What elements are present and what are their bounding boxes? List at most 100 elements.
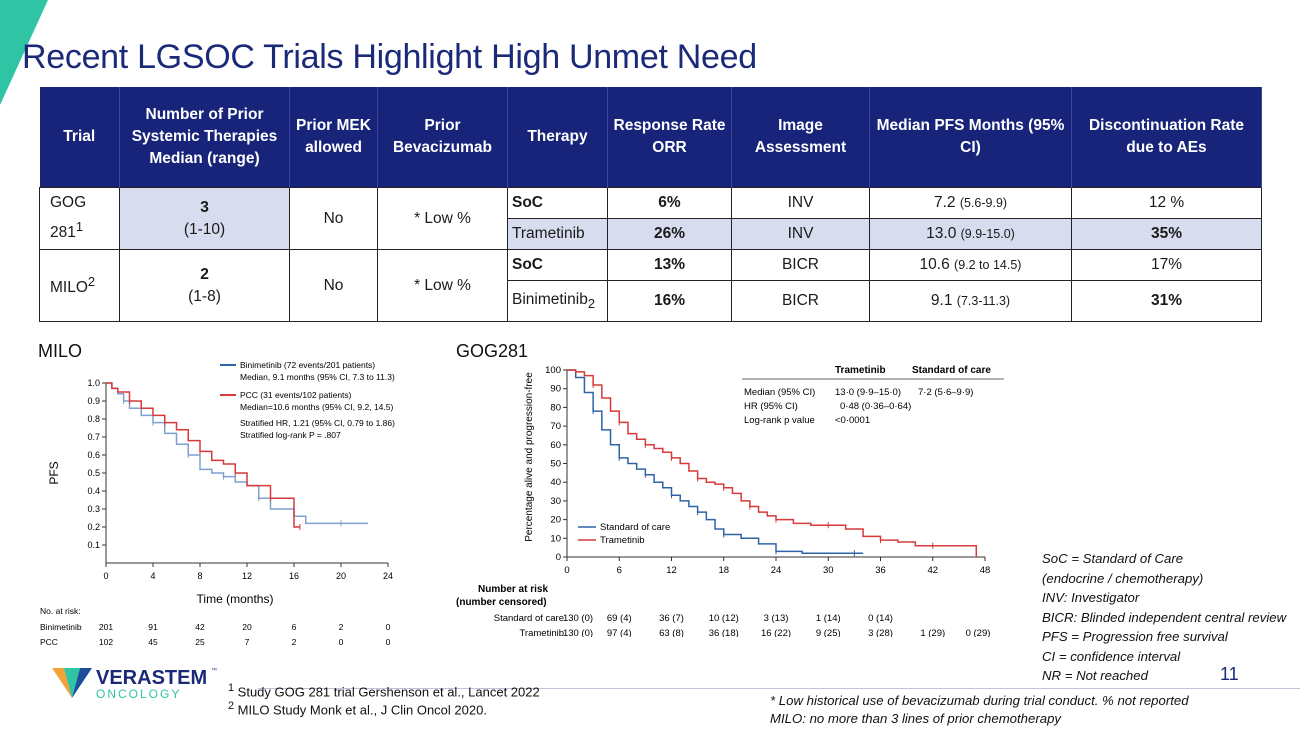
risk-value: 130 (0) [563,628,593,637]
footer-rule [258,688,1300,689]
pfs-cell: 7.2 (5.6-9.9) [869,187,1072,219]
header-cell: Response Rate ORR [607,87,732,188]
trial-name-cell: MILO2 [39,249,120,322]
x-tick-label: 12 [666,565,677,576]
risk-value: 0 [386,637,391,647]
gog-legend-tram: Trametinib [600,535,645,546]
footnote-number: 1 [228,682,235,694]
milo-risk-title: No. at risk: [40,606,81,616]
y-tick-label: 0.4 [87,486,100,496]
table-header-row: Trial Number of Prior Systemic Therapies… [39,87,1262,188]
risk-value: 10 (12) [709,613,739,624]
disc-cell: 31% [1071,280,1262,322]
risk-value: 3 (28) [868,628,893,637]
x-tick-label: 6 [617,565,622,576]
risk-value: 0 (14) [868,613,893,624]
y-tick-label: 20 [550,515,561,526]
risk-value: 97 (4) [607,628,632,637]
footnote-1: 1 Study GOG 281 trial Gershenson et al.,… [228,682,540,699]
gog-risk-title: (number censored) [456,597,547,608]
milo-km-chart: PFS Time (months) 0 4 8 12 16 20 240.10.20.30.… [40,360,395,647]
prior-bev-cell: * Low % [377,249,508,322]
therapy-cell: Binimetinib2 [507,280,608,322]
gog-stats-tram: 13·0 (9·9–15·0) [835,387,901,398]
pfs-value: 7.2 [933,194,956,211]
y-tick-label: 30 [550,496,561,507]
risk-value: 2 [339,622,344,632]
prior-range: (1-10) [183,220,226,238]
milo-x-label: Time (months) [197,592,274,606]
x-tick-label: 42 [927,565,938,576]
gog-stats-tram: <0·0001 [835,415,870,426]
risk-value: 201 [99,622,113,632]
x-tick-label: 20 [336,571,346,581]
pfs-value: 10.6 [919,256,950,273]
risk-value: 36 (18) [709,628,739,637]
therapy-cell: SoC [507,187,608,219]
risk-value: 102 [99,637,113,647]
prior-range: (1-8) [188,287,221,305]
trial-footnote-ref: 2 [87,274,96,290]
gog-stats-label: Median (95% CI) [744,387,815,398]
x-tick-label: 36 [875,565,886,576]
therapy-cell: SoC [507,249,608,281]
prior-median: 3 [200,198,209,216]
km-curve-pcc [106,382,300,528]
legend-line: (endocrine / chemotherapy) [1042,570,1204,586]
prior-bev-cell: * Low % [377,187,508,250]
table-row: GOG 2811 3 (1-10) No * Low % SoC 6% INV … [39,187,1262,250]
x-tick-label: 24 [771,565,782,576]
milo-legend-1-line2: Median, 9.1 months (95% CI, 7.3 to 11.3) [240,372,395,382]
x-tick-label: 0 [103,571,108,581]
footnote-text: MILO Study Monk et al., J Clin Oncol 202… [237,702,487,718]
pfs-cell: 13.0 (9.9-15.0) [869,218,1072,250]
gog-stats-tram: 0·48 (0·36–0·64) [840,401,911,412]
y-tick-label: 0.2 [87,522,100,532]
risk-value: 0 (29) [966,628,991,637]
x-tick-label: 18 [718,565,729,576]
risk-value: 0 [386,622,391,632]
gog-y-label: Percentage alive and progression-free [524,372,535,542]
y-tick-label: 0.6 [87,450,100,460]
y-tick-label: 0.3 [87,504,100,514]
legend-line: CI = confidence interval [1042,648,1181,664]
risk-value: 0 [339,637,344,647]
y-tick-label: 0.1 [87,540,100,550]
risk-value: 16 (22) [761,628,791,637]
gog-risk-label: Trametinib [519,628,564,637]
assessment-cell: BICR [731,280,870,322]
orr-cell: 13% [607,249,732,281]
milo-legend-2-line1: PCC (31 events/102 patients) [240,390,352,400]
y-tick-label: 80 [550,402,561,413]
risk-value: 2 [292,637,297,647]
orr-cell: 6% [607,187,732,219]
milo-chart-label: MILO [38,341,83,361]
header-cell: Therapy [507,87,608,188]
footnote-number: 2 [228,700,235,712]
orr-cell: 16% [607,280,732,322]
assessment-cell: INV [731,187,870,219]
footnote-text: Study GOG 281 trial Gershenson et al., L… [237,684,540,700]
prior-therapies-cell: 3 (1-10) [119,187,290,250]
legend-line: PFS = Progression free survival [1042,629,1228,644]
milo-risk-label: Binimetinib [40,622,82,632]
risk-value: 130 (0) [563,613,593,624]
therapy-label: Binimetinib [512,290,588,308]
legend-line: SoC = Standard of Care [1042,551,1184,566]
km-curve-binimetinib [106,382,369,525]
header-cell: Trial [39,87,120,188]
footnote-2: 2 MILO Study Monk et al., J Clin Oncol 2… [228,700,487,717]
logo-tm: ™ [211,667,217,674]
risk-value: 63 (8) [659,628,684,637]
x-tick-label: 12 [242,571,252,581]
x-tick-label: 30 [823,565,834,576]
x-tick-label: 0 [564,565,569,576]
assessment-cell: BICR [731,249,870,281]
trial-footnote-ref: 1 [75,219,84,235]
trial-name-cell: GOG 2811 [39,187,120,250]
header-cell: Prior MEK allowed [289,87,378,188]
gog-km-chart: Percentage alive and progression-free 0 6… [456,365,1004,637]
x-tick-label: 24 [383,571,393,581]
pfs-ci: (7.3-11.3) [956,294,1011,308]
gog-stats-header-soc: Standard of care [912,365,991,376]
